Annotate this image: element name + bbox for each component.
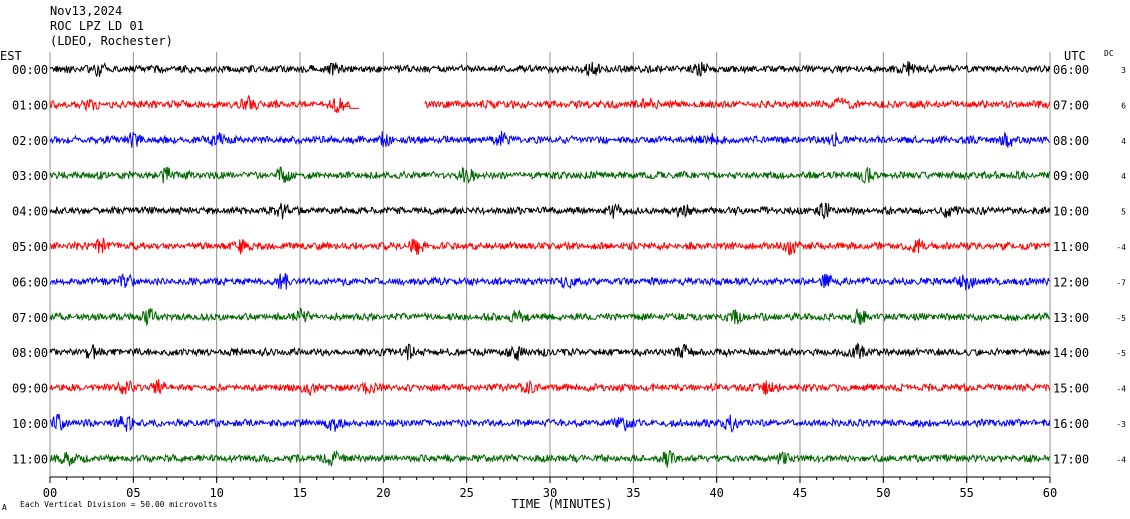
x-tick-label-25: 25 <box>459 486 473 500</box>
trace-0400 <box>49 202 1051 221</box>
est-hour-label: 09:00 <box>12 382 48 396</box>
dc-offset-label: 4 <box>1121 172 1126 181</box>
x-tick-label-40: 40 <box>709 486 723 500</box>
dc-column-label: DC <box>1104 49 1114 58</box>
est-hour-label: 11:00 <box>12 452 48 466</box>
utc-hour-label: 07:00 <box>1053 98 1089 112</box>
trace-0600 <box>49 273 1051 291</box>
utc-hour-label: 10:00 <box>1053 205 1089 219</box>
trace-0800 <box>49 342 1051 361</box>
est-hour-label: 02:00 <box>12 134 48 148</box>
utc-hour-label: 15:00 <box>1053 382 1089 396</box>
dc-offset-label: -4 <box>1116 243 1126 252</box>
header-location: (LDEO, Rochester) <box>50 34 173 48</box>
est-hour-label: 10:00 <box>12 417 48 431</box>
x-tick-label-50: 50 <box>876 486 890 500</box>
est-zone-label: EST <box>0 49 22 63</box>
x-tick-label-20: 20 <box>376 486 390 500</box>
x-tick-label-10: 10 <box>209 486 223 500</box>
trace-1000 <box>49 413 1051 433</box>
dc-offset-label: -5 <box>1116 314 1126 323</box>
trace-0200 <box>49 130 1050 148</box>
utc-hour-label: 08:00 <box>1053 134 1089 148</box>
trace-0500 <box>49 236 1051 256</box>
utc-hour-label: 17:00 <box>1053 452 1089 466</box>
dc-offset-label: 5 <box>1121 208 1126 217</box>
trace-0300 <box>49 166 1051 184</box>
utc-zone-label: UTC <box>1064 49 1086 63</box>
trace-0900 <box>49 379 1051 397</box>
x-tick-label-45: 45 <box>793 486 807 500</box>
trace-1100 <box>49 449 1050 468</box>
footer-mark: A <box>2 503 7 512</box>
dc-offset-label: 3 <box>1121 66 1126 75</box>
utc-hour-label: 09:00 <box>1053 169 1089 183</box>
dc-offset-label: -5 <box>1116 349 1126 358</box>
x-axis-label: TIME (MINUTES) <box>511 497 612 511</box>
x-tick-label-15: 15 <box>293 486 307 500</box>
dc-offset-label: 6 <box>1121 101 1126 110</box>
dc-offset-label: 4 <box>1121 137 1126 146</box>
utc-hour-label: 06:00 <box>1053 63 1089 77</box>
est-hour-label: 05:00 <box>12 240 48 254</box>
trace-0000 <box>49 61 1051 78</box>
footer-note: Each Vertical Division = 50.00 microvolt… <box>20 500 218 509</box>
utc-hour-label: 13:00 <box>1053 311 1089 325</box>
dc-offset-label: -4 <box>1116 455 1126 464</box>
x-tick-label-30: 30 <box>543 486 557 500</box>
est-hour-label: 06:00 <box>12 275 48 289</box>
x-tick-label-05: 05 <box>126 486 140 500</box>
dc-offset-label: -3 <box>1116 420 1126 429</box>
trace-0100 <box>49 94 1051 114</box>
utc-hour-label: 12:00 <box>1053 275 1089 289</box>
x-tick-label-00: 00 <box>43 486 57 500</box>
header-date: Nov13,2024 <box>50 4 123 18</box>
utc-hour-label: 11:00 <box>1053 240 1089 254</box>
est-hour-label: 08:00 <box>12 346 48 360</box>
x-tick-label-35: 35 <box>626 486 640 500</box>
est-hour-label: 00:00 <box>12 63 48 77</box>
dc-offset-label: -7 <box>1116 278 1126 287</box>
est-hour-label: 01:00 <box>12 98 48 112</box>
est-hour-label: 03:00 <box>12 169 48 183</box>
x-tick-label-60: 60 <box>1043 486 1057 500</box>
x-tick-label-55: 55 <box>959 486 973 500</box>
dc-offset-label: -4 <box>1116 385 1126 394</box>
header-station: ROC LPZ LD 01 <box>50 19 144 33</box>
utc-hour-label: 14:00 <box>1053 346 1089 360</box>
est-hour-label: 04:00 <box>12 205 48 219</box>
trace-0700 <box>49 307 1051 327</box>
est-hour-label: 07:00 <box>12 311 48 325</box>
utc-hour-label: 16:00 <box>1053 417 1089 431</box>
